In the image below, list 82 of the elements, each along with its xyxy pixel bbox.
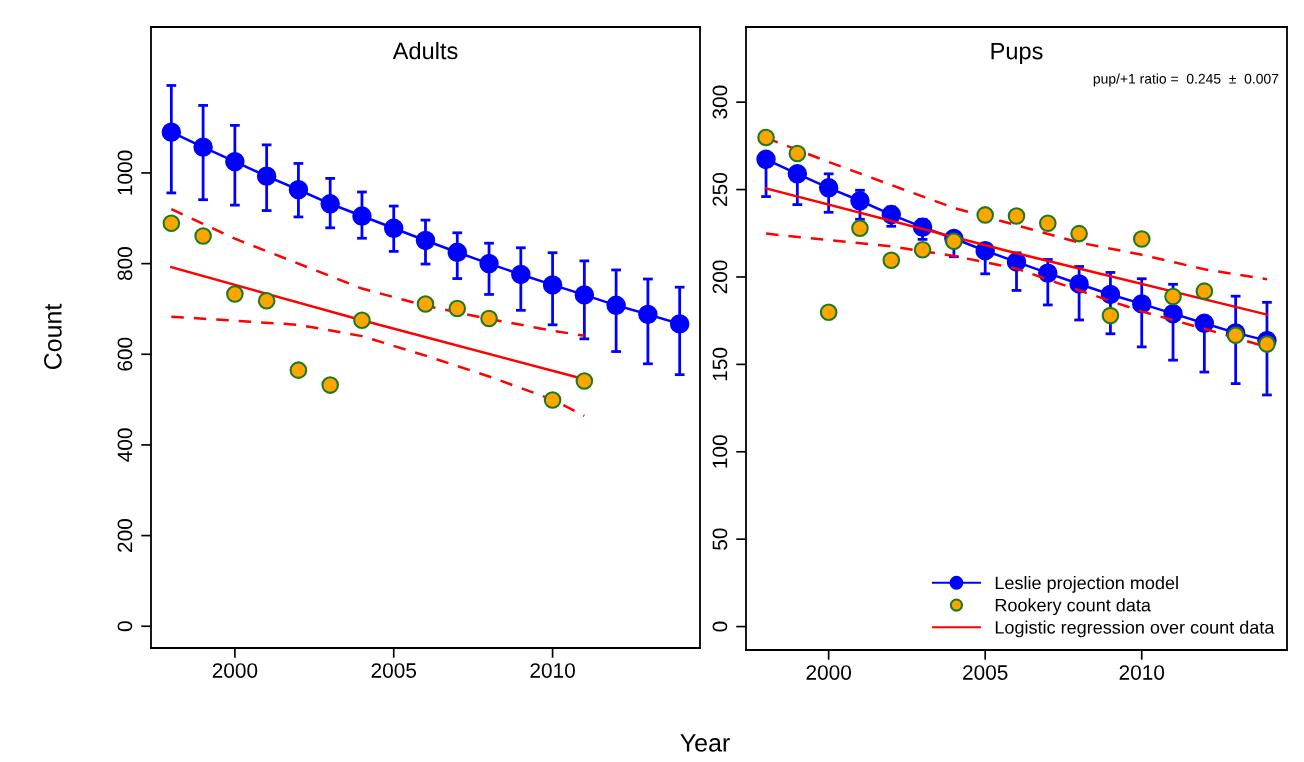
y-tick-label: 600 bbox=[117, 337, 133, 371]
point bbox=[669, 314, 690, 334]
point bbox=[1038, 263, 1058, 283]
point bbox=[226, 285, 244, 303]
point bbox=[288, 180, 309, 200]
point bbox=[194, 227, 212, 245]
point bbox=[606, 295, 626, 316]
x-tick-label: 2005 bbox=[963, 665, 1008, 680]
y-tick-label: 200 bbox=[117, 519, 133, 552]
x-axis-title: Year bbox=[680, 734, 730, 752]
point bbox=[787, 164, 808, 184]
point bbox=[818, 178, 839, 198]
line-series bbox=[170, 315, 586, 418]
point bbox=[882, 251, 901, 269]
y-tick-label: 1000 bbox=[117, 150, 133, 195]
point bbox=[638, 304, 658, 325]
point bbox=[1070, 224, 1088, 243]
point bbox=[193, 137, 213, 157]
point bbox=[1069, 274, 1089, 294]
point bbox=[1258, 335, 1276, 353]
point bbox=[575, 372, 594, 390]
y-tick-label: 400 bbox=[117, 428, 133, 462]
x-tick-label: 2010 bbox=[530, 663, 575, 678]
y-tick-label: 0 bbox=[117, 621, 133, 632]
point bbox=[1100, 284, 1121, 305]
text: Pups bbox=[991, 42, 1043, 65]
point bbox=[543, 391, 562, 409]
point bbox=[416, 295, 435, 313]
line-series bbox=[170, 207, 586, 337]
y-axis-title: Count bbox=[44, 303, 62, 370]
point bbox=[1194, 313, 1215, 334]
y-tick-label: 200 bbox=[712, 260, 728, 294]
chart-title: Adults bbox=[392, 41, 458, 60]
y-tick-label: 800 bbox=[117, 247, 133, 281]
point bbox=[574, 285, 595, 305]
y-tick-label: 50 bbox=[712, 528, 728, 550]
point bbox=[225, 151, 245, 172]
point bbox=[976, 206, 994, 224]
point bbox=[257, 291, 276, 310]
point bbox=[256, 166, 277, 186]
point bbox=[756, 149, 776, 170]
point bbox=[352, 206, 372, 226]
point bbox=[788, 144, 807, 163]
x-tick-label: 2005 bbox=[371, 663, 417, 678]
y-tick-label: 250 bbox=[712, 173, 728, 206]
point bbox=[353, 311, 371, 330]
y-tick-label: 100 bbox=[712, 435, 728, 468]
point bbox=[289, 361, 308, 379]
point bbox=[1164, 287, 1182, 306]
point bbox=[757, 128, 775, 147]
point bbox=[479, 253, 499, 274]
x-tick-label: 2010 bbox=[1119, 665, 1165, 680]
point bbox=[1132, 294, 1152, 314]
point bbox=[447, 242, 467, 263]
y-tick-label: 300 bbox=[712, 85, 728, 119]
annotation: pup/+1 ratio = 0.245 ± 0.007 bbox=[1093, 73, 1279, 87]
x-tick-label: 2000 bbox=[806, 665, 852, 680]
legend-label: Leslie projection model bbox=[995, 576, 1178, 593]
point bbox=[1007, 207, 1026, 225]
legend-label: Rookery count data bbox=[995, 598, 1151, 616]
point bbox=[1101, 306, 1120, 325]
point bbox=[1195, 282, 1214, 300]
point bbox=[851, 219, 869, 237]
point bbox=[415, 230, 436, 251]
y-tick-label: 0 bbox=[712, 621, 728, 632]
point bbox=[819, 303, 838, 322]
point bbox=[321, 376, 339, 394]
legend-label: Logistic regression over count data bbox=[995, 620, 1275, 638]
point bbox=[384, 218, 404, 238]
point bbox=[913, 240, 932, 259]
point bbox=[448, 299, 467, 318]
y-tick-label: 150 bbox=[712, 347, 728, 381]
point bbox=[161, 122, 182, 142]
point bbox=[850, 191, 870, 211]
x-tick-label: 2000 bbox=[212, 663, 258, 678]
point bbox=[162, 214, 181, 233]
point bbox=[1132, 230, 1151, 248]
point bbox=[1039, 214, 1057, 233]
point bbox=[511, 264, 531, 285]
point bbox=[480, 309, 498, 328]
point bbox=[320, 194, 340, 214]
point bbox=[542, 275, 563, 295]
